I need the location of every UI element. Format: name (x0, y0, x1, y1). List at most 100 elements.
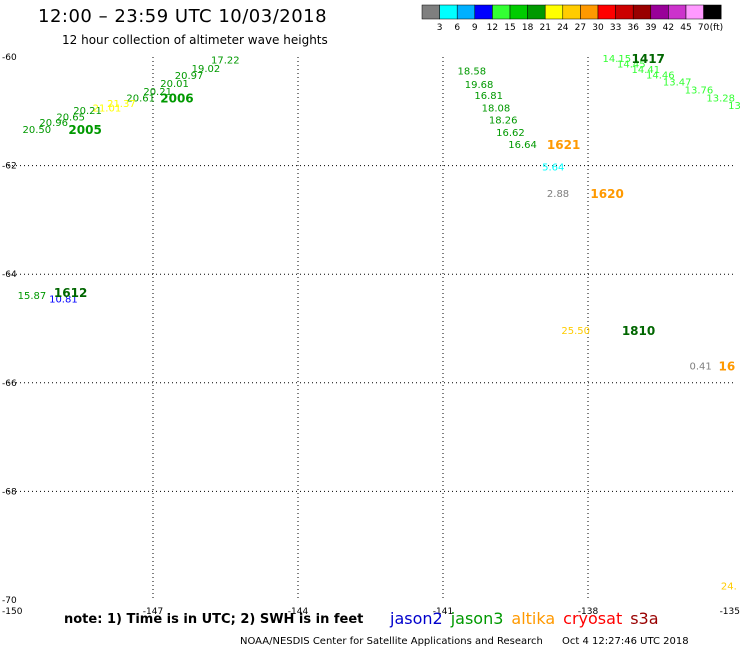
colorbar-swatch (562, 4, 581, 20)
legend-item-altika: altika (511, 609, 556, 628)
wave-height-label: 10.81 (49, 295, 78, 306)
colorbar-swatch (597, 4, 616, 20)
colorbar-label: 12 (487, 23, 498, 33)
wave-height-label: 14.46 (646, 70, 675, 81)
colorbar-label: 24 (557, 23, 569, 33)
colorbar-swatch (685, 4, 704, 20)
x-tick-label: -135 (720, 607, 740, 617)
wave-height-label: 5.64 (542, 163, 564, 174)
chart-subtitle: 12 hour collection of altimeter wave hei… (62, 33, 328, 47)
colorbar-swatch (509, 4, 528, 20)
wave-height-label: 19.68 (465, 80, 494, 91)
colorbar-swatch (580, 4, 599, 20)
colorbar-swatch (474, 4, 493, 20)
pass-number-label: 1810 (622, 324, 655, 338)
legend-item-s3a: s3a (630, 609, 659, 628)
colorbar-label: 3 (437, 23, 443, 33)
legend-item-jason3: jason3 (450, 609, 504, 628)
chart-title: 12:00 – 23:59 UTC 10/03/2018 (38, 6, 328, 27)
pass-number-label: 1620 (590, 187, 623, 201)
wave-height-label: 25.50 (561, 326, 590, 337)
colorbar-label: 27 (575, 23, 586, 33)
colorbar-swatch (439, 4, 458, 20)
colorbar-swatch (492, 4, 511, 20)
colorbar-label: 6 (454, 23, 460, 33)
colorbar-swatch (668, 4, 687, 20)
wave-height-label: 18.26 (489, 115, 518, 126)
colorbar-label: 39 (645, 23, 657, 33)
wave-height-label: 21.01 (93, 103, 122, 114)
y-tick-label: -68 (2, 487, 17, 497)
colorbar-label: 15 (504, 23, 515, 33)
y-tick-label: -70 (2, 596, 17, 606)
credit-line: NOAA/NESDIS Center for Satellite Applica… (240, 636, 689, 647)
colorbar-label: 21 (539, 23, 550, 33)
wave-height-label: 20.61 (126, 94, 155, 105)
x-tick-label: -138 (578, 607, 599, 617)
x-tick-label: -144 (288, 607, 309, 617)
wave-height-label: 15.87 (18, 291, 47, 302)
wave-height-label: 13.0 (728, 101, 740, 112)
colorbar-label: 42 (663, 23, 674, 33)
legend-item-jason2: jason2 (390, 609, 443, 628)
footnote: note: 1) Time is in UTC; 2) SWH is in fe… (64, 612, 364, 627)
colorbar-label: 45 (680, 23, 691, 33)
wave-height-label: 14.41 (632, 65, 661, 76)
wave-height-label: 20.97 (175, 71, 204, 82)
colorbar-label: 70 (698, 23, 710, 33)
wave-height-label: 14.15 (603, 54, 632, 65)
pass-labels: 2005 2006 1417 1621 1620 1612 1810 16 (54, 52, 735, 373)
colorbar-swatch (615, 4, 634, 20)
colorbar-swatch (703, 4, 722, 20)
wave-height-label: 18.08 (482, 103, 511, 114)
grid-lines (8, 57, 733, 600)
colorbar-label: 33 (610, 23, 621, 33)
wave-height-label: 20.50 (23, 125, 52, 136)
pass-number-label: 1621 (547, 138, 580, 152)
pass-number-label: 2006 (160, 92, 193, 106)
colorbar-swatch (544, 4, 564, 20)
colorbar-label: 30 (592, 23, 604, 33)
y-tick-label: -66 (2, 379, 17, 389)
wave-height-label: 18.58 (458, 67, 487, 78)
wave-height-label: 13.76 (685, 86, 714, 97)
wave-height-label: 13.28 (706, 94, 735, 105)
wave-height-label: 19.02 (192, 64, 221, 75)
colorbar-swatch (527, 4, 546, 20)
wave-height-label: 16.64 (508, 140, 537, 151)
wave-height-label: 16.81 (474, 91, 503, 102)
credit-text: NOAA/NESDIS Center for Satellite Applica… (240, 636, 543, 647)
data-points: 20.5020.9620.6520.2120.6120.2120.0120.97… (18, 54, 740, 592)
wave-height-label: 24. (721, 581, 737, 592)
wave-height-label: 17.22 (211, 56, 240, 67)
pass-number-label: 16 (719, 359, 736, 373)
colorbar-swatch (632, 4, 652, 20)
y-tick-label: -64 (2, 270, 17, 280)
wave-height-label: 20.96 (39, 118, 68, 129)
pass-number-label: 2005 (68, 123, 101, 137)
wave-height-label: 20.21 (73, 106, 102, 117)
x-tick-label: -150 (2, 607, 23, 617)
wave-height-label: 20.01 (160, 79, 189, 90)
x-tick-label: -147 (143, 607, 163, 617)
credit-timestamp: Oct 4 12:27:46 UTC 2018 (562, 636, 689, 647)
y-tick-label: -60 (2, 53, 17, 63)
axis-ticks: -150 -147 -144 -141 -138 -135 -60 -62 -64 -66 -68 -… (2, 53, 740, 617)
pass-number-label: 1612 (54, 286, 87, 300)
colorbar-label: 36 (627, 23, 639, 33)
colorbar: 3 6 9 12 15 18 21 24 27 30 33 36 39 42 45 70 (ft) (421, 4, 724, 33)
wave-height-label: 21.37 (107, 99, 136, 110)
colorbar-unit: (ft) (710, 23, 724, 33)
wave-height-label: 16.62 (496, 128, 525, 139)
wave-height-label: 14.45 (617, 60, 646, 71)
y-tick-label: -62 (2, 162, 17, 172)
colorbar-swatch (421, 4, 440, 20)
wave-height-label: 20.65 (56, 113, 85, 124)
wave-height-label: 13.47 (663, 77, 692, 88)
colorbar-label: 9 (472, 23, 478, 33)
satellite-legend: jason2 jason3 altika cryosat s3a (390, 609, 667, 628)
colorbar-swatch (456, 4, 476, 20)
legend-item-cryosat: cryosat (563, 609, 623, 628)
wave-height-label: 2.88 (547, 189, 569, 200)
